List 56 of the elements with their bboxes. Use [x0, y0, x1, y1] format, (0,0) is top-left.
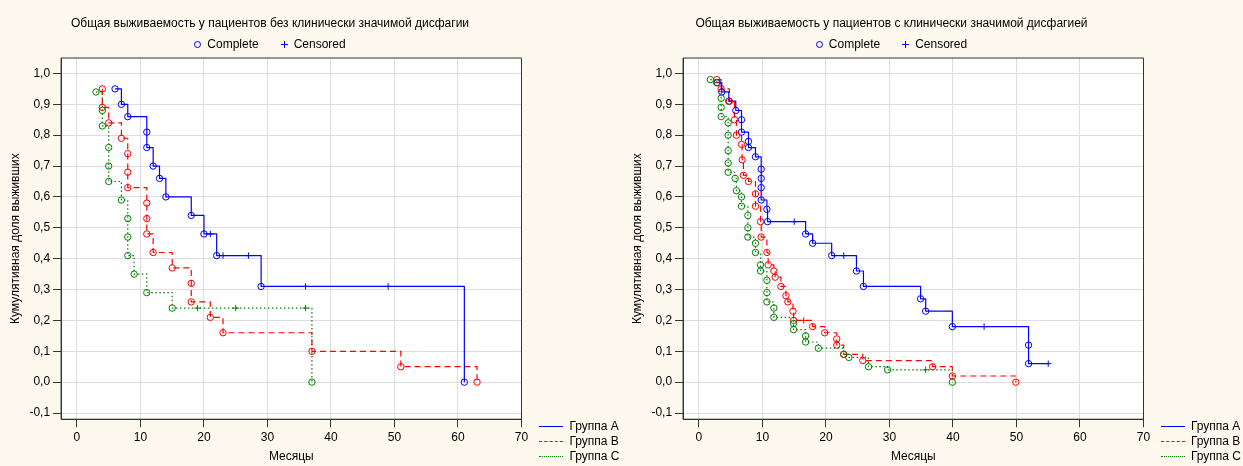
y-tick-label: 0,5: [33, 220, 51, 235]
legend-label: Complete: [828, 37, 881, 51]
y-tick-label: 0,8: [654, 127, 672, 142]
legend-label: Группа C: [1190, 449, 1241, 464]
y-tick-label: 1,0: [654, 65, 672, 80]
y-tick-label: 0,1: [33, 343, 51, 358]
y-tick-label: 0,6: [654, 189, 672, 204]
x-axis-title: Месяцы: [268, 449, 314, 464]
y-tick-label: 0,3: [654, 281, 672, 296]
y-tick-label: 0,9: [654, 96, 672, 111]
y-tick-label: 0,5: [654, 220, 672, 235]
x-tick-label: 70: [514, 429, 529, 444]
y-tick-label: 0,4: [33, 250, 51, 265]
x-tick-label: 0: [73, 429, 81, 444]
x-tick-label: 30: [260, 429, 275, 444]
legend-label: Группа A: [1190, 419, 1241, 434]
x-tick-label: 10: [755, 429, 769, 444]
y-tick-label: 0,7: [654, 158, 672, 173]
y-axis-title: Кумулятивная доля выживших: [629, 153, 644, 325]
y-tick-label: 0,9: [33, 96, 51, 111]
chart-title: Общая выживаемость у пациентов без клинически значимой дисфагии: [69, 16, 471, 30]
x-tick-label: 10: [133, 429, 148, 444]
y-tick-label: 0,2: [33, 312, 51, 327]
x-tick-label: 40: [945, 429, 960, 444]
x-tick-label: 0: [695, 429, 703, 444]
x-tick-label: 60: [1072, 429, 1087, 444]
x-tick-label: 20: [818, 429, 833, 444]
x-tick-label: 60: [451, 429, 465, 444]
y-tick-label: -0,1: [29, 405, 51, 420]
y-tick-label: 0,0: [654, 374, 672, 389]
chart-title: Общая выживаемость у пациентов с клинически значимой дисфагией: [694, 16, 1089, 30]
legend-label: Complete: [207, 37, 259, 51]
x-tick-label: 20: [197, 429, 211, 444]
y-tick-label: 0,7: [33, 158, 51, 173]
y-tick-label: 0,6: [33, 189, 51, 204]
y-tick-label: 0,3: [33, 281, 51, 296]
legend-label: Группа B: [569, 434, 619, 449]
y-tick-label: 0,8: [33, 127, 51, 142]
legend-label: Группа A: [569, 419, 619, 434]
x-tick-label: 50: [1009, 429, 1023, 444]
y-tick-label: 0,1: [654, 343, 672, 358]
y-tick-label: 0,2: [654, 312, 672, 327]
legend-label: Группа C: [569, 449, 620, 464]
legend-label: Группа B: [1190, 434, 1241, 449]
y-tick-label: 0,0: [33, 374, 51, 389]
x-tick-label: 30: [882, 429, 896, 444]
legend-label: Censored: [915, 37, 968, 51]
x-tick-label: 50: [387, 429, 402, 444]
y-tick-label: -0,1: [650, 405, 672, 420]
x-tick-label: 40: [324, 429, 338, 444]
legend-label: Censored: [293, 37, 346, 51]
x-tick-label: 70: [1136, 429, 1150, 444]
x-axis-title: Месяцы: [890, 449, 936, 464]
y-tick-label: 0,4: [654, 250, 672, 265]
y-axis-title: Кумулятивная доля выживших: [7, 153, 22, 325]
y-tick-label: 1,0: [33, 65, 51, 80]
